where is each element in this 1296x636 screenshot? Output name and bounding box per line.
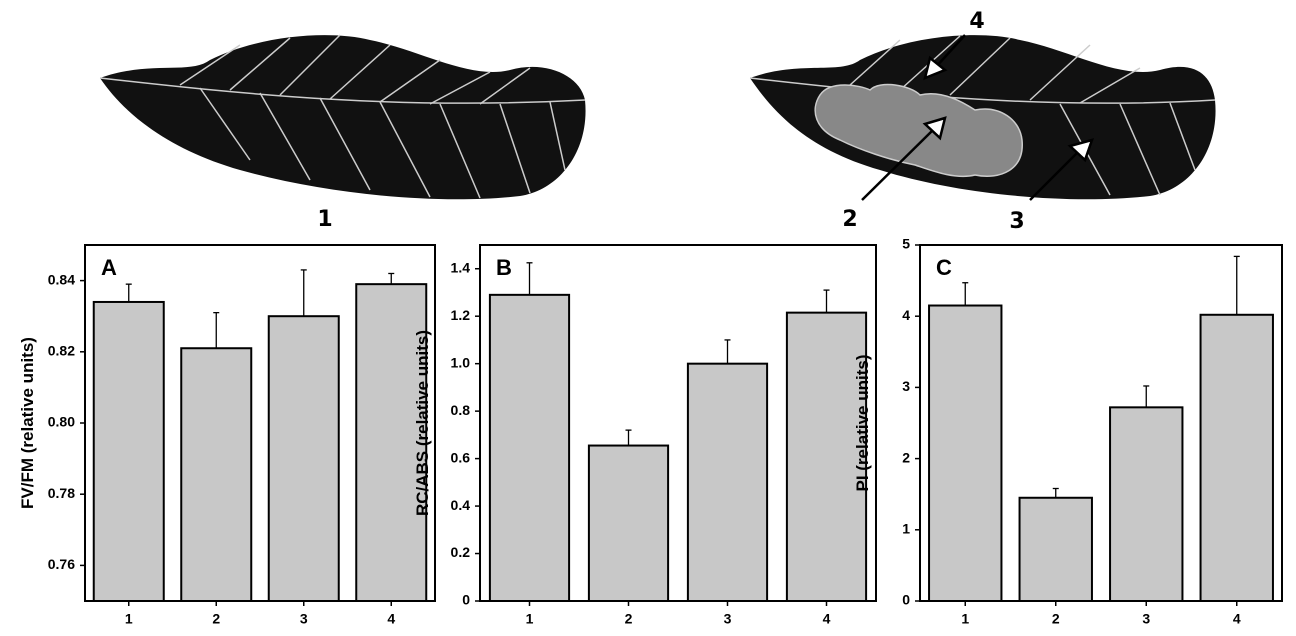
x-tick-label: 4 xyxy=(1233,611,1241,627)
panel-label: A xyxy=(101,255,117,280)
y-axis-label: RC/ABS (relative units) xyxy=(413,330,432,516)
leaf-label: 2 xyxy=(842,207,857,232)
y-tick-label: 1.2 xyxy=(451,307,471,323)
bar xyxy=(92,300,165,602)
x-tick-label: 3 xyxy=(300,611,308,627)
y-tick-label: 0.8 xyxy=(451,402,471,418)
y-axis-label: FV/FM (relative units) xyxy=(18,337,37,509)
y-tick-label: 1 xyxy=(902,521,910,537)
axes-frame xyxy=(919,244,1283,602)
y-tick-label: 0 xyxy=(902,592,910,608)
y-tick-label: 1.0 xyxy=(451,354,471,370)
x-tick-label: 2 xyxy=(1052,611,1060,627)
y-tick-label: 2 xyxy=(902,449,910,465)
x-tick-label: 2 xyxy=(625,611,633,627)
x-tick-label: 1 xyxy=(961,611,969,627)
x-tick-label: 2 xyxy=(212,611,220,627)
x-tick-label: 4 xyxy=(823,611,831,627)
leaf-healthy xyxy=(99,34,586,200)
x-tick-label: 3 xyxy=(724,611,732,627)
bar xyxy=(267,315,340,602)
leaf-damaged xyxy=(749,34,1216,201)
axes-frame xyxy=(84,244,436,602)
y-tick-label: 5 xyxy=(902,236,910,252)
bar xyxy=(1018,496,1093,603)
bar xyxy=(488,293,571,602)
y-tick-label: 0.76 xyxy=(48,556,75,572)
y-tick-label: 0 xyxy=(462,592,470,608)
y-tick-label: 0.82 xyxy=(48,343,75,359)
y-tick-label: 0.78 xyxy=(48,485,75,501)
leaf-label: 3 xyxy=(1009,209,1024,234)
x-tick-label: 3 xyxy=(1142,611,1150,627)
y-tick-label: 4 xyxy=(902,307,910,323)
y-tick-label: 0.6 xyxy=(451,449,471,465)
x-tick-label: 4 xyxy=(387,611,395,627)
bar xyxy=(928,304,1003,602)
y-tick-label: 3 xyxy=(902,378,910,394)
bar xyxy=(686,362,769,602)
panel-label: C xyxy=(936,255,952,280)
panel-label: B xyxy=(496,255,512,280)
leaf-label: 1 xyxy=(317,207,332,232)
y-tick-label: 0.84 xyxy=(48,271,75,287)
y-tick-label: 0.4 xyxy=(451,497,471,513)
bar xyxy=(180,347,253,602)
bar xyxy=(587,444,670,602)
bar xyxy=(1199,313,1274,602)
leaf-label: 4 xyxy=(969,9,984,34)
axes-frame xyxy=(479,244,877,602)
y-axis-label: PI (relative units) xyxy=(853,355,872,492)
x-tick-label: 1 xyxy=(526,611,534,627)
y-tick-label: 1.4 xyxy=(451,259,471,275)
x-tick-label: 1 xyxy=(125,611,133,627)
y-tick-label: 0.80 xyxy=(48,414,75,430)
bar xyxy=(1109,406,1184,602)
y-tick-label: 0.2 xyxy=(451,544,471,560)
